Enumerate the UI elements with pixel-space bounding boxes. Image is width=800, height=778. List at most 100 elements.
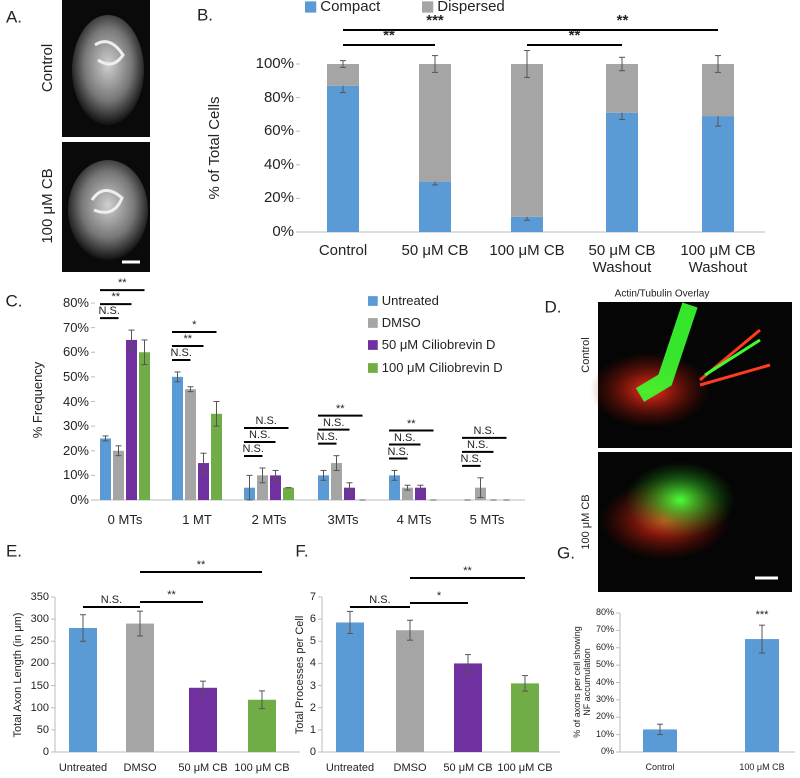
bar xyxy=(113,450,124,500)
bar xyxy=(270,475,281,500)
image-a xyxy=(62,0,150,272)
bar xyxy=(69,628,97,752)
legend-label: 50 μM Ciliobrevin D xyxy=(381,336,496,352)
significance-label: ** xyxy=(117,277,127,290)
y-tick-label: 20% xyxy=(595,711,614,722)
y-tick-label: 3 xyxy=(309,679,316,692)
panel-label: D. xyxy=(544,297,562,317)
image-caption: 100 μM CB xyxy=(579,494,592,550)
x-tick-label: 4 MTs xyxy=(396,511,432,527)
significance-label: ** xyxy=(196,559,206,572)
panel-label: F. xyxy=(295,541,309,561)
y-tick-label: 60% xyxy=(595,641,614,652)
bar xyxy=(454,663,482,752)
significance-label: N.S. xyxy=(369,594,391,607)
significance-label: N.S. xyxy=(387,445,409,458)
significance-label: ** xyxy=(463,565,472,578)
bar xyxy=(745,639,779,752)
significance-label: N.S. xyxy=(100,594,123,607)
y-tick-label: 50% xyxy=(595,659,614,670)
significance-label: N.S. xyxy=(316,431,338,444)
bar-segment xyxy=(511,216,543,232)
bar-segment xyxy=(419,181,451,232)
bar xyxy=(172,376,183,500)
x-tick-label: Control xyxy=(645,762,675,773)
y-tick-label: 60% xyxy=(62,344,89,360)
y-tick-label: 6 xyxy=(309,613,316,626)
y-tick-label: 1 xyxy=(309,723,316,736)
bar-segment xyxy=(606,64,638,113)
bar xyxy=(344,487,355,500)
legend-label: Untreated xyxy=(381,292,439,308)
significance-label: ** xyxy=(568,26,581,44)
bar xyxy=(389,475,400,500)
significance-label: N.S. xyxy=(394,431,416,444)
y-tick-label: 50 xyxy=(36,723,49,736)
y-tick-label: 20% xyxy=(62,442,89,458)
image-caption: Control xyxy=(38,43,56,93)
y-tick-label: 20% xyxy=(263,189,294,207)
significance-label: ** xyxy=(183,333,193,346)
x-tick-label: 50 μM CB xyxy=(178,761,228,774)
legend-swatch xyxy=(368,363,378,373)
y-tick-label: 250 xyxy=(30,635,49,648)
image-caption: Control xyxy=(579,337,592,373)
x-tick-label: 1 MT xyxy=(182,511,212,527)
image-title: Actin/Tubulin Overlay xyxy=(614,288,710,300)
x-tick-label: Untreated xyxy=(58,761,108,774)
y-tick-label: 2 xyxy=(309,701,316,714)
significance-label: ** xyxy=(335,403,345,416)
legend-label: Dispersed xyxy=(437,0,505,15)
y-tick-label: 350 xyxy=(30,590,49,603)
significance-label: * xyxy=(192,319,197,332)
x-tick-label: 50 μM CB xyxy=(401,242,469,259)
x-tick-label: 0 MTs xyxy=(107,511,143,527)
bar xyxy=(396,630,424,752)
bar xyxy=(331,463,342,500)
y-tick-label: 5 xyxy=(309,635,316,648)
bar xyxy=(336,622,364,752)
legend-label: DMSO xyxy=(381,314,421,330)
y-tick-label: 0 xyxy=(309,745,316,758)
y-tick-label: 40% xyxy=(595,676,614,687)
significance-label: N.S. xyxy=(460,453,482,466)
bar xyxy=(643,729,677,752)
panel-label: B. xyxy=(196,5,214,25)
significance-label: ** xyxy=(111,291,121,304)
x-tick-label: 50 μM CB Washout xyxy=(588,242,656,276)
y-tick-label: 80% xyxy=(62,294,89,310)
bar-segment xyxy=(702,116,734,232)
y-tick-label: 0% xyxy=(272,222,294,240)
legend-swatch xyxy=(368,340,378,350)
x-tick-label: Untreated xyxy=(325,761,375,774)
x-tick-label: 2 MTs xyxy=(251,511,287,527)
y-axis-label: % Frequency xyxy=(29,361,45,439)
y-tick-label: 200 xyxy=(30,657,49,670)
x-tick-label: DMSO xyxy=(123,761,157,774)
legend-swatch xyxy=(305,1,317,13)
y-tick-label: 4 xyxy=(309,657,316,670)
bar-segment xyxy=(419,64,451,182)
panel-label: A. xyxy=(5,7,23,27)
y-tick-label: 50% xyxy=(62,368,89,384)
bar xyxy=(402,487,413,500)
significance-label: *** xyxy=(755,609,769,622)
x-tick-label: 3MTs xyxy=(327,511,359,527)
y-axis-label: % of Total Cells xyxy=(205,96,223,200)
y-tick-label: 300 xyxy=(30,613,49,626)
significance-label: N.S. xyxy=(242,443,264,456)
legend-label: 100 μM Ciliobrevin D xyxy=(381,359,503,375)
image-d xyxy=(590,302,792,592)
y-tick-label: 7 xyxy=(309,590,316,603)
y-tick-label: 70% xyxy=(62,319,89,335)
bar-segment xyxy=(511,64,543,217)
panel-label: C. xyxy=(5,291,23,311)
y-tick-label: 80% xyxy=(595,607,614,618)
significance-label: N.S. xyxy=(473,425,495,438)
x-tick-label: Control xyxy=(318,242,368,259)
significance-label: *** xyxy=(426,11,444,29)
x-tick-label: 5 MTs xyxy=(469,511,505,527)
bar xyxy=(126,339,137,500)
